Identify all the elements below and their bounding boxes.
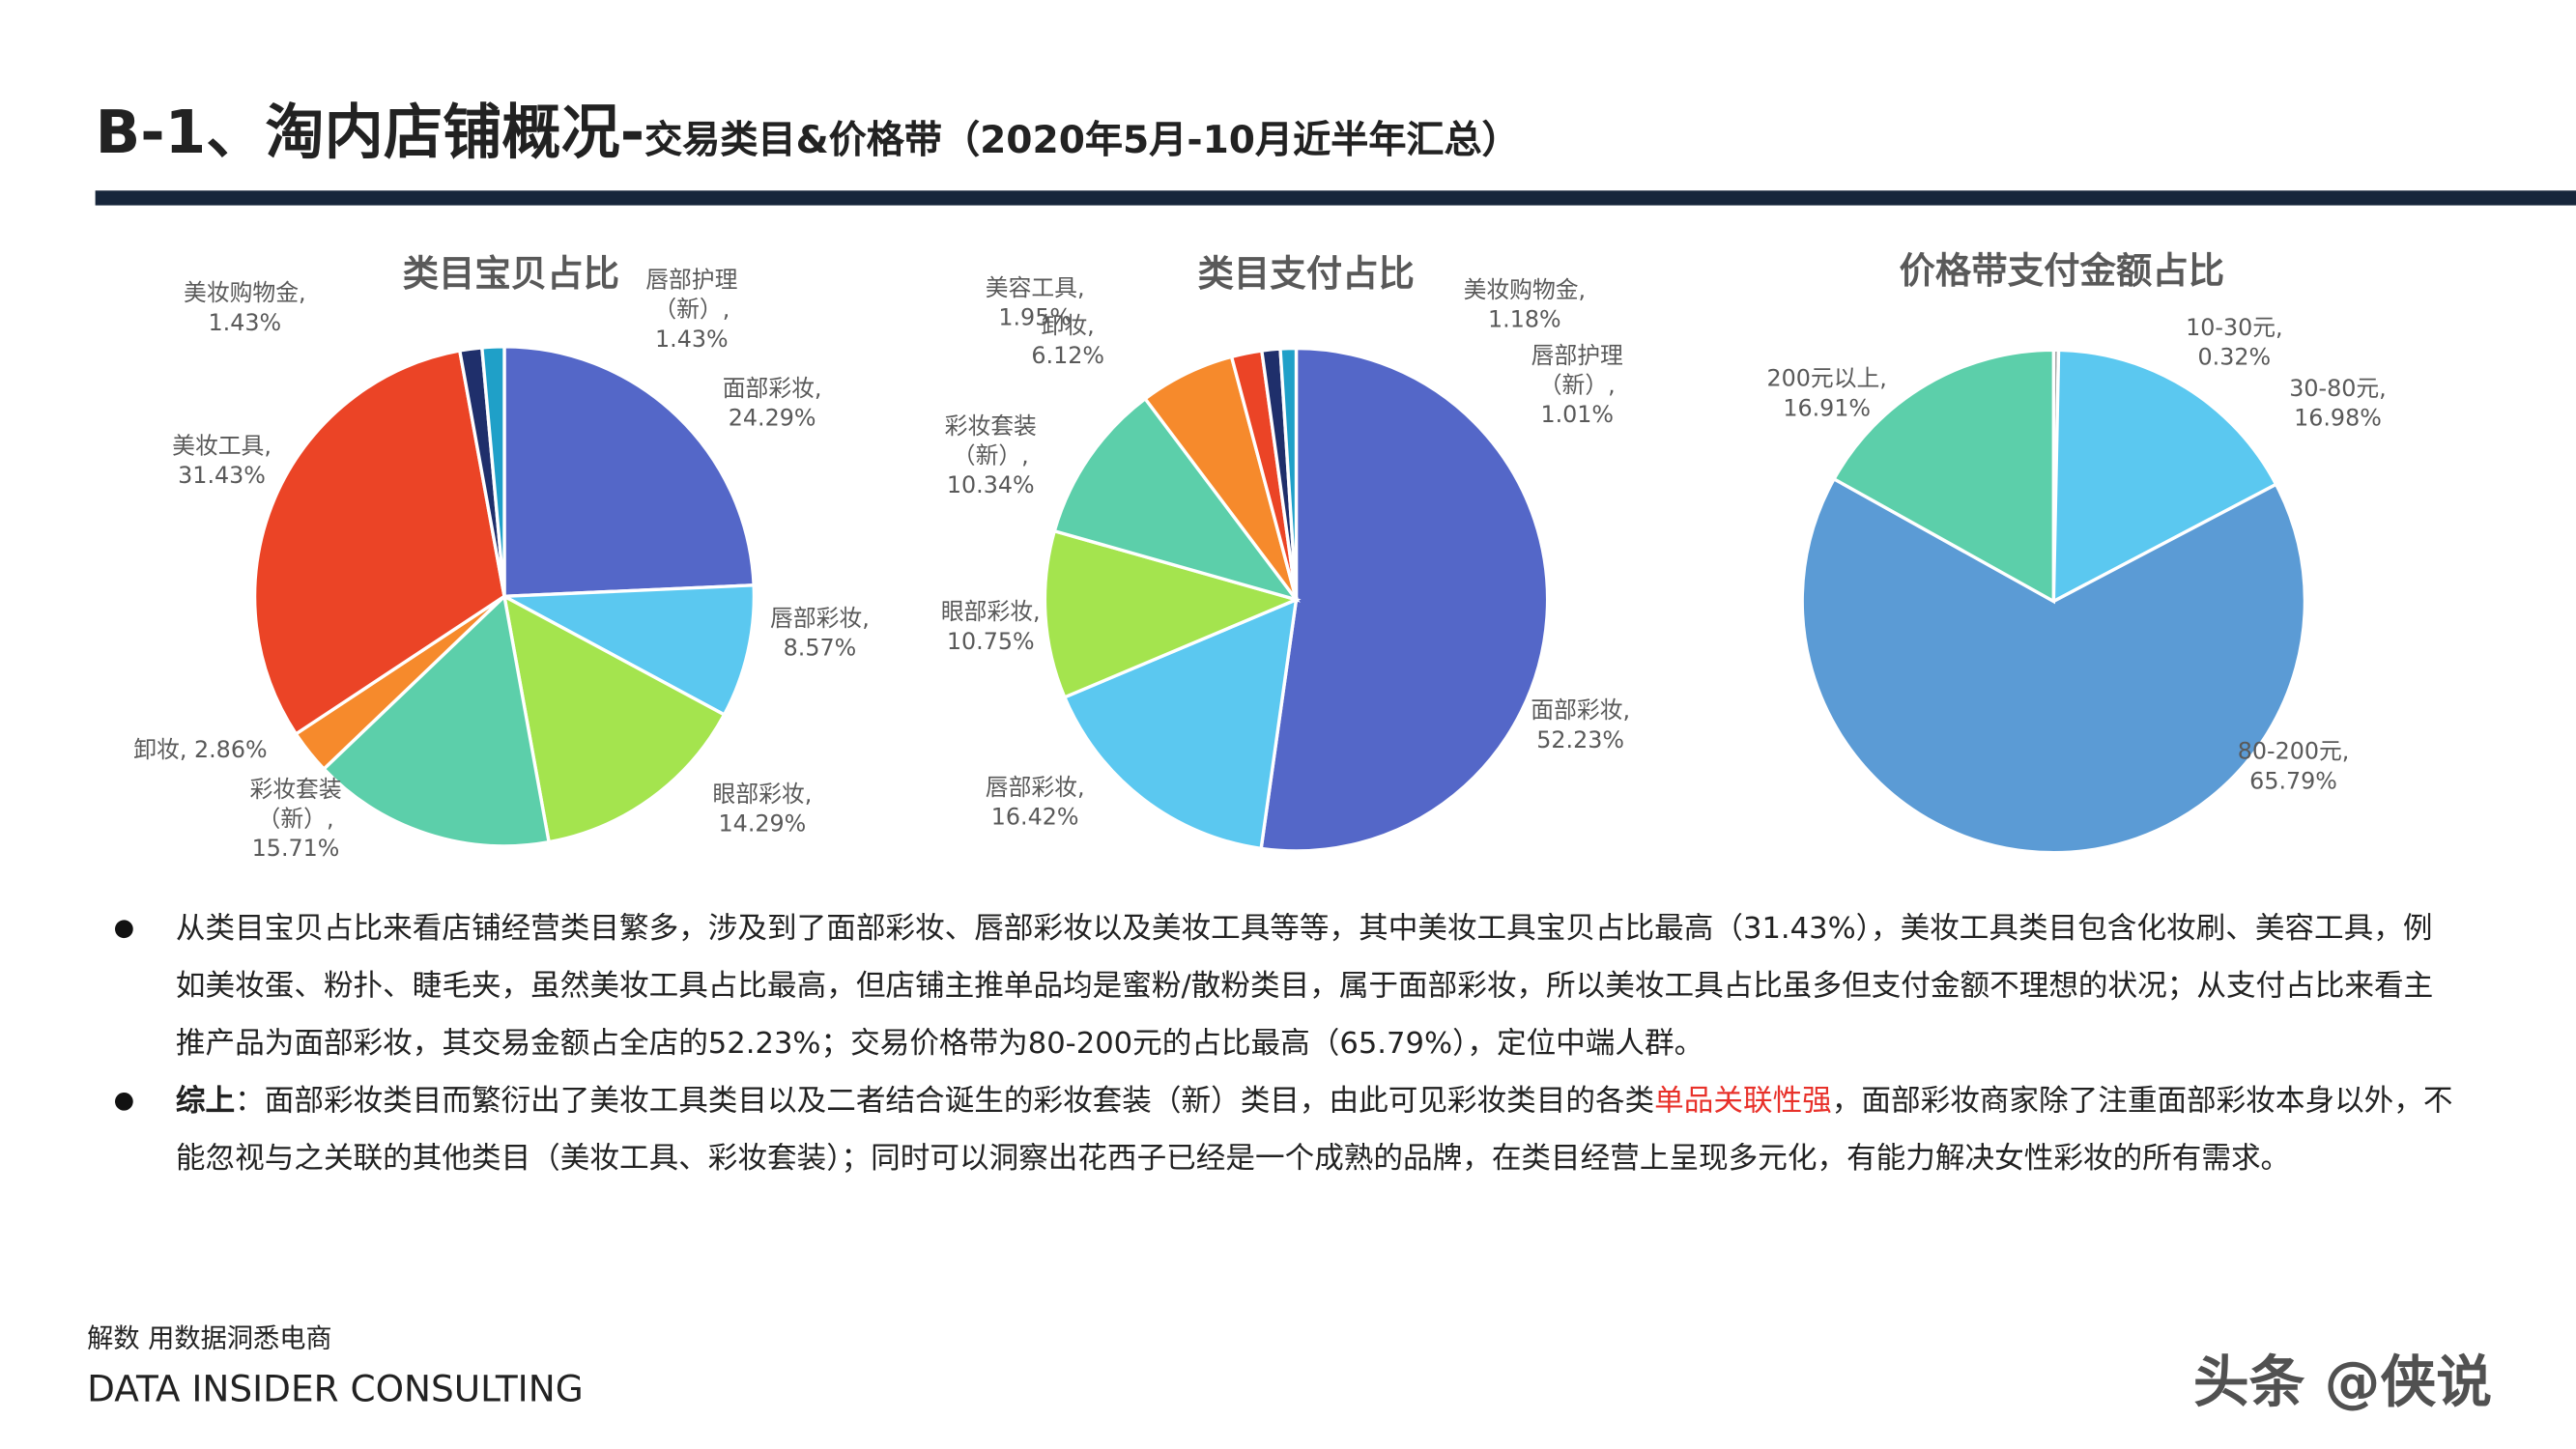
pie-slice (1831, 348, 2056, 605)
slice-label: 200元以上, 16.91% (1767, 365, 1887, 422)
bullet-dot (115, 920, 133, 939)
slice-label: 美妆工具, 31.43% (172, 432, 272, 489)
slice-label: 美容工具, 1.95% (986, 274, 1085, 331)
pie-slice (1062, 597, 1299, 851)
chart-title: 类目宝贝占比 (403, 252, 619, 295)
bullet-text: 综上 (175, 1084, 236, 1120)
pie-slice (1800, 476, 2307, 855)
bullet-dot (115, 1092, 133, 1111)
pie-slice (321, 592, 552, 848)
title: B-1、淘内店铺概况- (95, 99, 645, 168)
footer-company: DATA INSIDER CONSULTING (87, 1370, 584, 1411)
slice-label: 80-200元, 65.79% (2238, 738, 2350, 795)
slice-label: 卸妆, 6.12% (1031, 312, 1104, 369)
pie-slice (1043, 528, 1302, 700)
slice-label: 美妆购物金, 1.18% (1464, 276, 1587, 333)
pie-slice (498, 583, 757, 718)
pie-slice (1052, 396, 1301, 603)
chart-title: 价格带支付金额占比 (1900, 249, 2225, 292)
slice-label: 唇部彩妆, 16.42% (986, 774, 1085, 831)
bullet-text: ，面部彩妆商家除了注重面部彩妆本身以外，不能忽视与之关联的其他类目（美妆工具、彩… (175, 1084, 2453, 1177)
pie-slice (501, 593, 727, 844)
pie-slice (1259, 346, 1550, 853)
slice-label: 面部彩妆, 52.23% (1531, 696, 1630, 753)
slice-label: 彩妆套装（新）, 10.34% (945, 412, 1037, 498)
pie-slice (479, 345, 506, 597)
slice-label: 卸妆, 2.86% (133, 736, 267, 763)
slice-label: 面部彩妆, 24.29% (723, 375, 822, 432)
slice-label: 彩妆套装（新）, 15.71% (249, 776, 341, 862)
slice-label: 唇部彩妆, 8.57% (770, 605, 870, 662)
bullet-text: 单品关联性强 (1654, 1084, 1832, 1120)
bullet-text: ：面部彩妆类目而繁衍出了美妆工具类目以及二者结合诞生的彩妆套装（新）类目，由此可… (235, 1084, 1655, 1120)
footer-tagline: 解数 用数据洞悉电商 (87, 1322, 332, 1354)
slice-label: 10-30元, 0.32% (2186, 314, 2283, 371)
slice-label: 唇部护理（新）, 1.43% (645, 267, 737, 353)
bullet: 从类目宝贝占比来看店铺经营类目繁多，涉及到了面部彩妆、唇部彩妆以及美妆工具等等，… (115, 900, 2459, 1073)
pie-slice (502, 345, 756, 599)
header: B-1、淘内店铺概况-交易类目&价格带（2020年5月-10月近半年汇总） (96, 85, 1520, 170)
bullets: 从类目宝贝占比来看店铺经营类目繁多，涉及到了面部彩妆、唇部彩妆以及美妆工具等等，… (115, 900, 2459, 1188)
pie-slice (1278, 346, 1299, 600)
bullet-text: 从类目宝贝占比来看店铺经营类目繁多，涉及到了面部彩妆、唇部彩妆以及美妆工具等等，… (175, 911, 2434, 1062)
slice-label: 眼部彩妆, 14.29% (713, 781, 813, 838)
slice-label: 唇部护理（新）, 1.01% (1531, 342, 1623, 428)
bullet: 综上：面部彩妆类目而繁衍出了美妆工具类目以及二者结合诞生的彩妆套装（新）类目，由… (115, 1073, 2459, 1188)
pie-slice (2051, 348, 2278, 605)
slice-label: 美妆购物金, 1.43% (184, 279, 306, 336)
watermark: 头条 @侠说 (2192, 1350, 2493, 1416)
subtitle: 交易类目&价格带（2020年5月-10月近半年汇总） (644, 120, 1520, 163)
header-bar (95, 190, 2576, 206)
chart-title: 类目支付占比 (1198, 252, 1415, 295)
pie-slice (252, 349, 506, 737)
slice-label: 30-80元, 16.98% (2289, 375, 2387, 432)
slice-label: 眼部彩妆, 10.75% (941, 598, 1041, 655)
